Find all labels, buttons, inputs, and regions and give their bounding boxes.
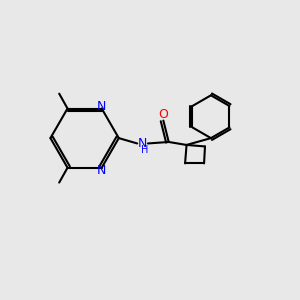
Text: N: N <box>97 100 106 112</box>
Text: O: O <box>158 107 168 121</box>
Text: N: N <box>97 164 106 177</box>
Text: N: N <box>138 137 147 150</box>
Text: H: H <box>141 145 148 155</box>
